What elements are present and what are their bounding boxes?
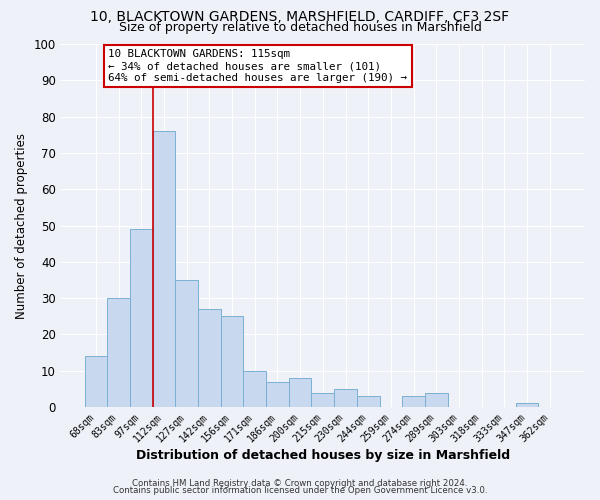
Bar: [402, 396, 425, 407]
Bar: [311, 392, 334, 407]
Y-axis label: Number of detached properties: Number of detached properties: [15, 132, 28, 318]
Text: Contains public sector information licensed under the Open Government Licence v3: Contains public sector information licen…: [113, 486, 487, 495]
Bar: [85, 356, 107, 407]
Bar: [221, 316, 244, 407]
Text: 10, BLACKTOWN GARDENS, MARSHFIELD, CARDIFF, CF3 2SF: 10, BLACKTOWN GARDENS, MARSHFIELD, CARDI…: [91, 10, 509, 24]
Bar: [425, 392, 448, 407]
Text: Contains HM Land Registry data © Crown copyright and database right 2024.: Contains HM Land Registry data © Crown c…: [132, 478, 468, 488]
Bar: [244, 371, 266, 407]
Bar: [516, 404, 538, 407]
Bar: [107, 298, 130, 407]
Text: 10 BLACKTOWN GARDENS: 115sqm
← 34% of detached houses are smaller (101)
64% of s: 10 BLACKTOWN GARDENS: 115sqm ← 34% of de…: [109, 50, 407, 82]
Bar: [357, 396, 380, 407]
Bar: [266, 382, 289, 407]
X-axis label: Distribution of detached houses by size in Marshfield: Distribution of detached houses by size …: [136, 450, 510, 462]
Bar: [289, 378, 311, 407]
Bar: [152, 131, 175, 407]
Bar: [175, 280, 198, 407]
Bar: [198, 309, 221, 407]
Bar: [334, 389, 357, 407]
Text: Size of property relative to detached houses in Marshfield: Size of property relative to detached ho…: [119, 21, 481, 34]
Bar: [130, 229, 152, 407]
